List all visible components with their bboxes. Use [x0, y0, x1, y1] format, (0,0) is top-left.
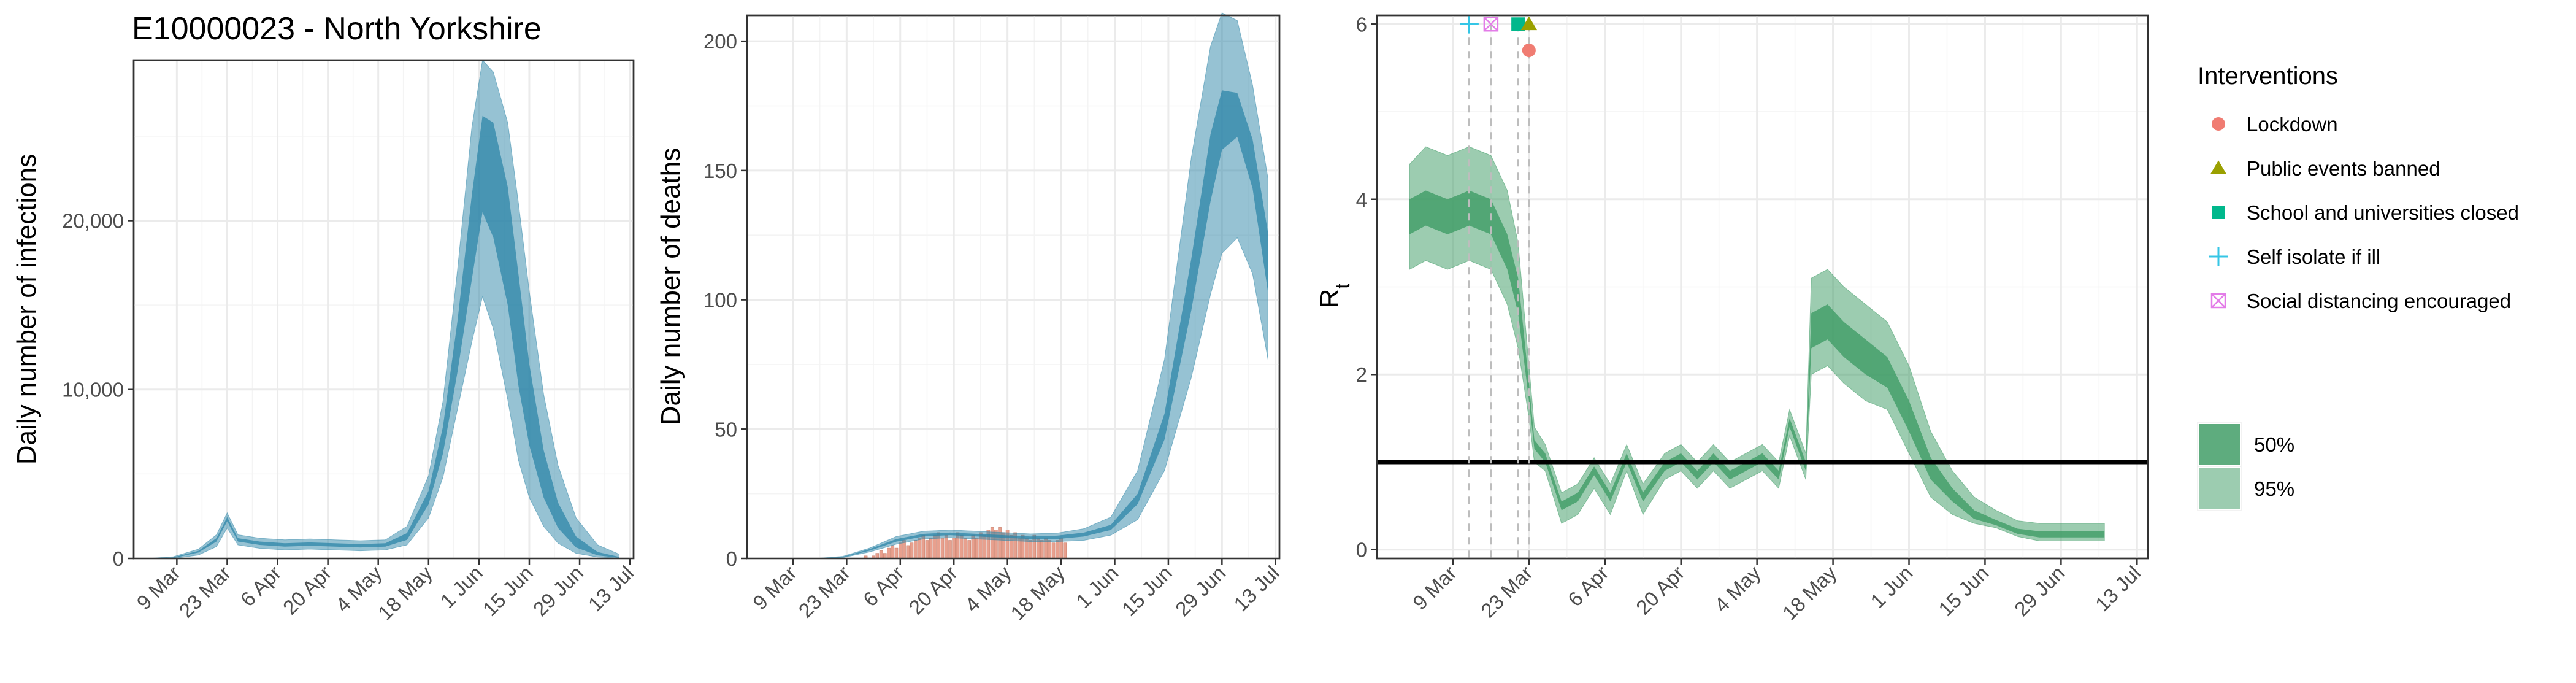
reported-deaths-bar	[875, 553, 880, 559]
legend-label: Lockdown	[2247, 113, 2338, 136]
legend-key-triangle	[2210, 160, 2227, 174]
interventions-legend: Interventions Lockdown Public events bann…	[2198, 63, 2519, 312]
y-tick-label: 20,000	[62, 209, 124, 232]
legend-label: Self isolate if ill	[2247, 245, 2380, 268]
deaths-y-axis-title: Daily number of deaths	[656, 148, 686, 425]
infections-band-50	[148, 115, 619, 559]
reported-deaths-bar	[1063, 542, 1067, 559]
reported-deaths-bar	[887, 547, 891, 559]
y-tick-label: 6	[1356, 13, 1367, 36]
reported-deaths-bar	[899, 542, 902, 559]
reported-deaths-bar	[918, 537, 921, 559]
y-tick-label: 10,000	[62, 379, 124, 401]
legend-label: 50%	[2254, 433, 2294, 456]
reported-deaths-bar	[894, 547, 899, 559]
reported-deaths-bar	[906, 545, 910, 559]
rt-band-50	[1409, 190, 2105, 538]
infections-y-axis-title: Daily number of infections	[12, 154, 42, 465]
reported-deaths-bar	[883, 553, 887, 559]
reported-deaths-bar	[948, 540, 952, 559]
deaths-plot-border	[746, 14, 1281, 560]
y-tick-label: 0	[1356, 539, 1367, 561]
rt-bands	[1409, 146, 2105, 541]
reported-deaths-bar	[1056, 540, 1059, 559]
legend-key-95%	[2199, 468, 2240, 509]
intervention-marker	[1460, 14, 1479, 34]
y-tick-label: 0	[113, 547, 124, 570]
y-tick-label: 150	[703, 160, 737, 182]
infections-bands	[148, 59, 619, 559]
legend-key-50%	[2199, 424, 2240, 465]
legend-label: School and universities closed	[2247, 201, 2519, 224]
reported-deaths-bar	[1029, 540, 1032, 559]
deaths-y-axis: 0 50 100 150 200	[703, 30, 747, 570]
legend-key-boxx	[2210, 293, 2226, 309]
rt-y-axis-title-sub: t	[1332, 284, 1354, 289]
reported-deaths-bar	[1048, 540, 1052, 559]
reported-deaths-bar	[952, 537, 956, 559]
reported-deaths-bar	[929, 537, 933, 559]
y-tick-label: 100	[703, 289, 737, 312]
legend-key-circle	[2212, 117, 2225, 131]
legend-key-square	[2212, 206, 2225, 219]
intervention-marker	[1520, 16, 1538, 31]
legend-label: Public events banned	[2247, 157, 2440, 180]
reported-deaths-bar	[967, 540, 971, 559]
reported-deaths-bar	[975, 537, 979, 559]
reported-deaths-bar	[1051, 542, 1056, 559]
legend-label: Social distancing encouraged	[2247, 290, 2511, 312]
intervention-marker	[1522, 44, 1536, 58]
rt-y-axis: 0 2 4 6	[1356, 13, 1377, 561]
intervention-marker	[1483, 17, 1499, 32]
rt-y-axis-title: Rt	[1314, 284, 1354, 309]
y-tick-label: 200	[703, 30, 737, 53]
reported-deaths-bar	[998, 527, 1002, 559]
infections-plot-border	[132, 59, 635, 560]
deaths-band-50	[816, 90, 1268, 558]
reported-deaths-bar	[914, 540, 918, 559]
interventions-legend-title: Interventions	[2198, 63, 2338, 90]
reported-deaths-bar	[891, 545, 895, 559]
reported-deaths-bar	[944, 534, 948, 559]
reported-deaths-bar	[959, 534, 964, 559]
legend-label: 95%	[2254, 477, 2294, 500]
y-tick-label: 50	[715, 418, 737, 441]
rt-plot-border	[1376, 14, 2149, 560]
infections-y-axis: 0 10,000 20,000	[62, 209, 134, 570]
reported-deaths-bar	[925, 540, 929, 559]
reported-deaths-bar	[964, 537, 967, 559]
rt-band-95	[1409, 146, 2105, 541]
intervention-markers	[1460, 14, 1538, 58]
rt-y-axis-title-main: R	[1314, 289, 1344, 309]
reported-deaths-bar	[1040, 540, 1044, 559]
y-tick-label: 0	[726, 547, 737, 570]
y-tick-label: 4	[1356, 188, 1367, 211]
intervention-marker	[1511, 17, 1525, 31]
deaths-bands	[816, 12, 1268, 559]
reported-deaths-bar	[879, 550, 883, 559]
legend-key-plus	[2209, 247, 2228, 266]
panel-title: E10000023 - North Yorkshire	[132, 11, 542, 47]
interventions-legend-items: Lockdown Public events banned School and u…	[2209, 113, 2519, 312]
ci-legend: 50% 95%	[2197, 422, 2294, 511]
y-tick-label: 2	[1356, 363, 1367, 386]
reported-deaths-bar	[940, 537, 945, 559]
reported-deaths-bar	[910, 542, 914, 559]
